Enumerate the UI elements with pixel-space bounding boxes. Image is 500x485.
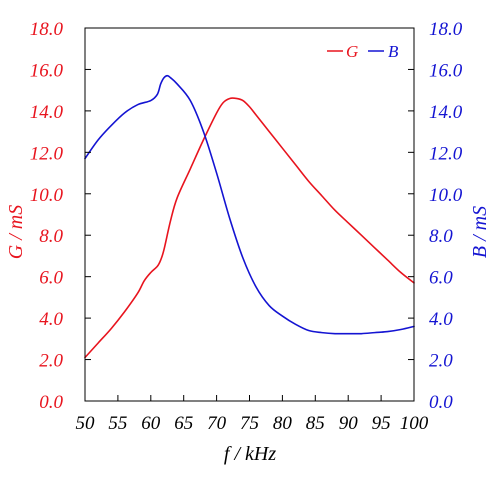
- y-right-tick-label: 6.0: [429, 268, 453, 289]
- y-right-tick-label: 8.0: [429, 226, 453, 247]
- y-left-tick-label: 6.0: [39, 268, 63, 289]
- series-layer: [84, 74, 415, 359]
- series-line-g: [84, 97, 415, 359]
- x-tick-label: 75: [240, 413, 259, 434]
- x-axis-title: f / kHz: [224, 443, 276, 465]
- y-right-tick-label: 2.0: [429, 351, 453, 372]
- y-right-tick-label: 0.0: [429, 392, 453, 413]
- legend-g-label: G: [346, 42, 358, 61]
- y-left-tick-label: 18.0: [30, 19, 64, 40]
- x-tick-label: 85: [306, 413, 325, 434]
- y-left-tick-label: 8.0: [39, 226, 63, 247]
- y-right-tick-label: 14.0: [429, 102, 463, 123]
- y-left-tick-label: 2.0: [39, 351, 63, 372]
- ticks-layer: [84, 27, 415, 402]
- x-tick-label: 100: [400, 413, 429, 434]
- legend: G B: [327, 42, 399, 61]
- x-tick-label: 95: [372, 413, 391, 434]
- y-right-tick-label: 10.0: [429, 185, 463, 206]
- y-left-tick-label: 14.0: [30, 102, 64, 123]
- y-left-tick-label: 12.0: [30, 143, 64, 164]
- x-tick-label: 90: [339, 413, 359, 434]
- y-right-tick-label: 18.0: [429, 19, 463, 40]
- y-right-tick-label: 16.0: [429, 60, 463, 81]
- x-tick-label: 50: [76, 413, 96, 434]
- y-left-axis-title: G / mS: [5, 205, 27, 259]
- x-tick-label: 55: [108, 413, 127, 434]
- x-tick-label: 70: [207, 413, 227, 434]
- series-line-b: [84, 74, 415, 335]
- y-left-tick-label: 10.0: [30, 185, 64, 206]
- legend-b-label: B: [388, 42, 399, 61]
- y-right-tick-label: 12.0: [429, 143, 463, 164]
- plot-frame: [84, 27, 415, 402]
- y-right-tick-label: 4.0: [429, 309, 453, 330]
- x-tick-label: 80: [273, 413, 293, 434]
- x-tick-label: 65: [174, 413, 193, 434]
- y-left-tick-label: 16.0: [30, 60, 64, 81]
- y-left-tick-label: 4.0: [39, 309, 63, 330]
- y-right-axis-title: B / mS: [469, 206, 491, 258]
- y-left-tick-label: 0.0: [39, 392, 63, 413]
- x-tick-label: 60: [141, 413, 161, 434]
